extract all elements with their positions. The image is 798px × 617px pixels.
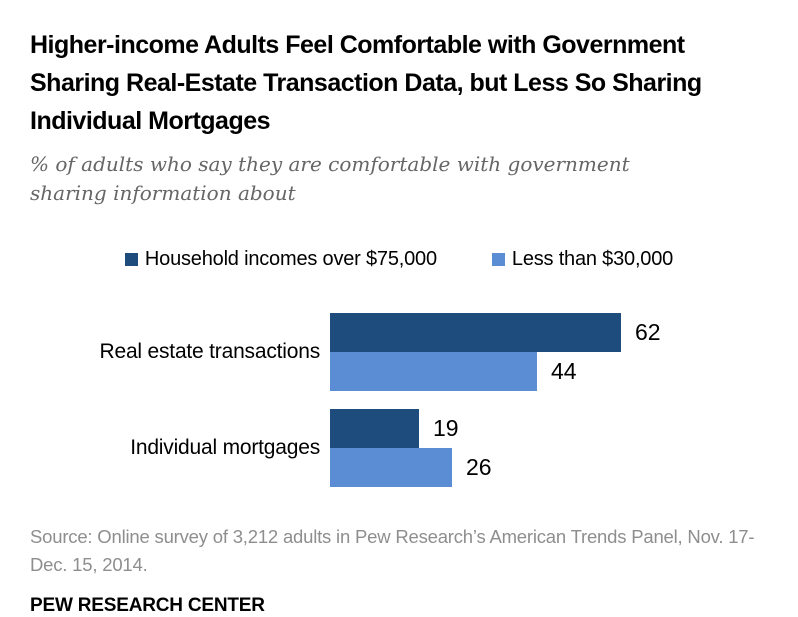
bar-line: 44: [330, 352, 661, 391]
legend: Household incomes over $75,000 Less than …: [30, 248, 768, 271]
bar-value-label: 62: [635, 319, 661, 345]
category-row: Individual mortgages 19 26: [30, 409, 768, 487]
chart-title: Higher-income Adults Feel Comfortable wi…: [30, 31, 702, 135]
bar-value-label: 44: [551, 358, 577, 384]
bar-line: 19: [330, 409, 492, 448]
legend-entry-1: Less than $30,000: [491, 248, 674, 271]
bar: [330, 313, 621, 352]
legend-swatch-icon: [124, 253, 138, 266]
bar: [330, 448, 452, 487]
bar-line: 62: [330, 313, 661, 352]
bar: [330, 409, 419, 448]
chart-subtitle: % of adults who say they are comfortable…: [30, 152, 630, 205]
legend-entry-0: Household incomes over $75,000: [124, 248, 437, 271]
legend-swatch-icon: [491, 253, 505, 266]
bar-value-label: 26: [466, 454, 492, 480]
bar-value-label: 19: [433, 415, 459, 441]
source-note: Source: Online survey of 3,212 adults in…: [30, 526, 755, 575]
bar: [330, 352, 537, 391]
category-label: Real estate transactions: [99, 340, 321, 363]
category-row: Real estate transactions 62 44: [30, 313, 768, 391]
legend-label: Household incomes over $75,000: [144, 248, 437, 270]
brand-footer: PEW RESEARCH CENTER: [30, 595, 265, 616]
bar-line: 26: [330, 448, 492, 487]
bars-stack: 62 44: [330, 313, 661, 391]
legend-label: Less than $30,000: [511, 248, 674, 270]
bars-stack: 19 26: [330, 409, 492, 487]
bar-chart: Real estate transactions 62 44 Individual m…: [30, 313, 768, 487]
category-label: Individual mortgages: [130, 436, 320, 459]
